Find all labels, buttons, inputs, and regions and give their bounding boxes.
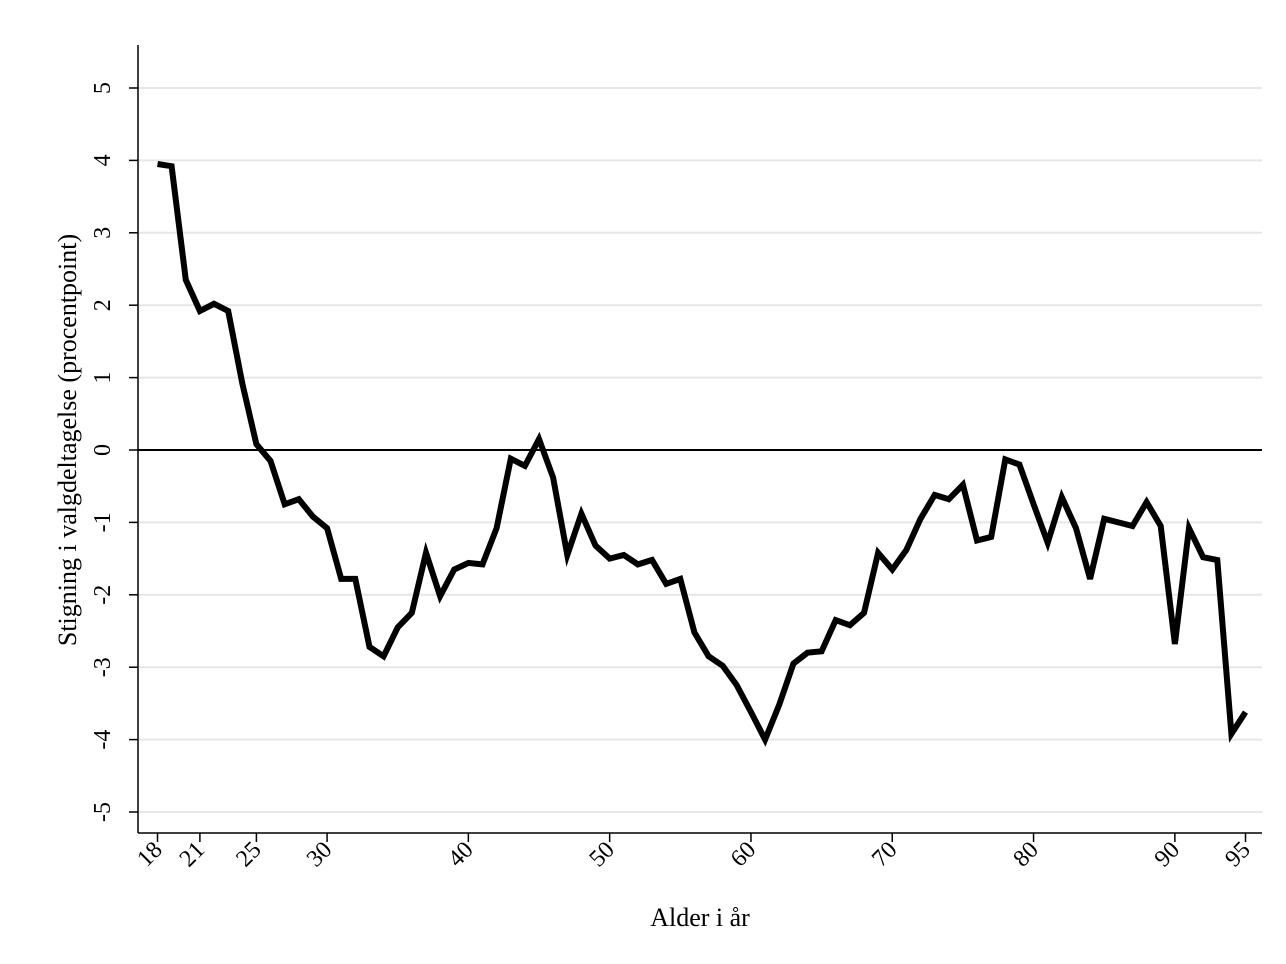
y-tick-label: -5 <box>90 802 116 822</box>
y-axis-ticks: -5 -4 -3 -2 -1 0 1 2 3 4 5 <box>90 82 138 822</box>
series-line <box>157 161 1249 747</box>
x-tick-label: 90 <box>1150 837 1185 872</box>
x-tick-label: 30 <box>302 837 337 872</box>
x-tick-label: 21 <box>175 837 210 872</box>
y-tick-label: 4 <box>90 154 116 166</box>
y-tick-label: -3 <box>90 657 116 677</box>
y-tick-label: 2 <box>90 299 116 311</box>
y-tick-label: 0 <box>90 444 116 456</box>
x-tick-label: 50 <box>585 837 620 872</box>
x-tick-label: 18 <box>132 837 167 872</box>
y-tick-label: -4 <box>90 730 116 750</box>
y-axis-title: Stigning i valgdeltagelse (procentpoint) <box>53 234 82 646</box>
x-tick-label: 70 <box>867 837 902 872</box>
x-tick-label: 25 <box>231 837 266 872</box>
x-tick-label: 40 <box>443 837 478 872</box>
gridlines <box>138 87 1262 813</box>
x-tick-label: 95 <box>1220 837 1255 872</box>
x-axis-title: Alder i år <box>650 903 750 932</box>
y-tick-label: -1 <box>90 512 116 532</box>
y-tick-label: -2 <box>90 585 116 605</box>
x-tick-label: 60 <box>726 837 761 872</box>
y-tick-label: 3 <box>90 227 116 239</box>
x-tick-label: 80 <box>1008 837 1043 872</box>
y-tick-label: 1 <box>90 372 116 384</box>
y-tick-label: 5 <box>90 82 116 94</box>
x-axis-ticks: 18 21 25 30 40 50 60 70 80 90 95 <box>132 833 1256 872</box>
